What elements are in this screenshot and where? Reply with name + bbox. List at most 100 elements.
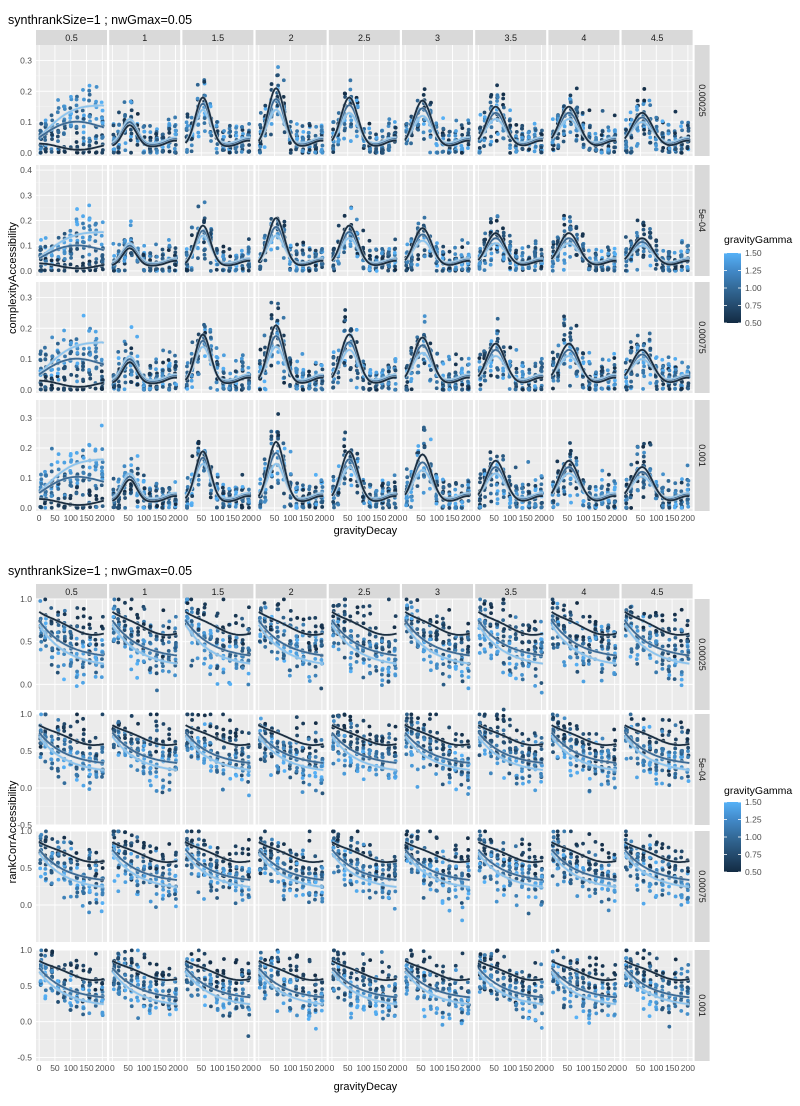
data-point xyxy=(68,123,73,128)
data-point xyxy=(586,248,591,253)
data-point xyxy=(269,122,274,126)
data-point xyxy=(478,387,483,392)
data-point xyxy=(262,379,267,384)
data-point xyxy=(56,452,61,456)
data-point xyxy=(386,148,391,152)
data-point xyxy=(190,340,195,345)
data-point xyxy=(478,112,483,117)
data-point xyxy=(221,386,226,391)
data-point xyxy=(208,261,213,265)
data-point xyxy=(569,326,573,331)
data-point xyxy=(56,98,60,102)
data-point xyxy=(161,132,165,137)
data-point xyxy=(331,385,336,390)
data-point xyxy=(355,371,360,376)
data-point xyxy=(43,357,48,361)
data-point xyxy=(539,356,544,361)
data-point xyxy=(568,225,573,230)
data-point xyxy=(173,115,178,120)
data-point xyxy=(50,335,55,340)
data-point xyxy=(240,125,244,129)
data-point xyxy=(320,387,325,392)
data-point xyxy=(612,145,617,150)
data-point xyxy=(447,266,452,270)
data-point xyxy=(100,220,105,225)
data-point xyxy=(99,386,104,391)
data-point xyxy=(404,387,409,392)
data-point xyxy=(628,384,633,389)
data-point xyxy=(624,263,629,268)
data-point xyxy=(613,252,618,257)
facet-col-strip xyxy=(621,30,693,45)
data-point xyxy=(215,248,219,253)
data-point xyxy=(222,129,226,133)
data-point xyxy=(100,135,105,139)
data-point xyxy=(501,255,506,260)
data-point xyxy=(533,241,538,246)
data-point xyxy=(612,351,617,356)
data-point xyxy=(641,255,646,259)
data-point xyxy=(660,131,665,135)
data-point xyxy=(361,228,366,233)
data-point xyxy=(660,149,665,153)
data-point xyxy=(94,493,99,498)
data-point xyxy=(367,238,372,243)
data-point xyxy=(624,247,629,252)
data-point xyxy=(68,262,73,267)
data-point xyxy=(167,367,171,372)
data-point xyxy=(568,215,572,219)
data-point xyxy=(508,359,512,364)
data-point xyxy=(686,243,691,248)
data-point xyxy=(94,257,99,261)
data-point xyxy=(336,139,341,144)
data-point xyxy=(379,251,384,256)
data-point xyxy=(342,122,347,127)
data-point xyxy=(135,139,140,143)
data-point xyxy=(642,98,647,103)
data-point xyxy=(460,245,465,249)
data-point xyxy=(454,352,458,357)
data-point xyxy=(288,148,293,153)
data-point xyxy=(348,328,353,333)
data-point xyxy=(514,348,519,352)
data-point xyxy=(562,132,566,136)
data-point xyxy=(648,135,653,140)
data-point xyxy=(666,122,671,127)
data-point xyxy=(533,144,538,149)
data-point xyxy=(612,386,617,391)
facet-panel xyxy=(109,45,181,156)
data-point xyxy=(43,352,48,357)
data-point xyxy=(314,147,318,152)
data-point xyxy=(666,251,671,256)
facet-panel xyxy=(182,282,254,393)
data-point xyxy=(117,477,121,482)
data-point xyxy=(215,150,219,155)
data-point xyxy=(489,92,494,97)
data-point xyxy=(562,229,567,234)
data-point xyxy=(667,268,672,272)
data-point xyxy=(87,493,92,498)
data-point xyxy=(294,249,299,254)
data-point xyxy=(75,350,80,355)
data-point xyxy=(527,147,532,152)
data-point xyxy=(368,370,372,375)
data-point xyxy=(319,262,324,267)
data-point xyxy=(116,349,121,354)
data-point xyxy=(331,380,336,385)
data-point xyxy=(88,353,92,357)
data-point xyxy=(459,253,464,257)
data-point xyxy=(409,387,414,392)
data-point xyxy=(466,379,470,384)
data-point xyxy=(220,268,225,273)
data-point xyxy=(174,382,178,387)
data-point xyxy=(68,106,73,111)
data-point xyxy=(122,491,127,496)
data-point xyxy=(654,239,659,244)
data-point xyxy=(227,150,232,155)
data-point xyxy=(185,361,190,365)
data-point xyxy=(189,351,194,356)
data-point xyxy=(94,354,99,359)
data-point xyxy=(514,370,519,375)
data-point xyxy=(575,232,579,237)
data-point xyxy=(173,359,178,364)
